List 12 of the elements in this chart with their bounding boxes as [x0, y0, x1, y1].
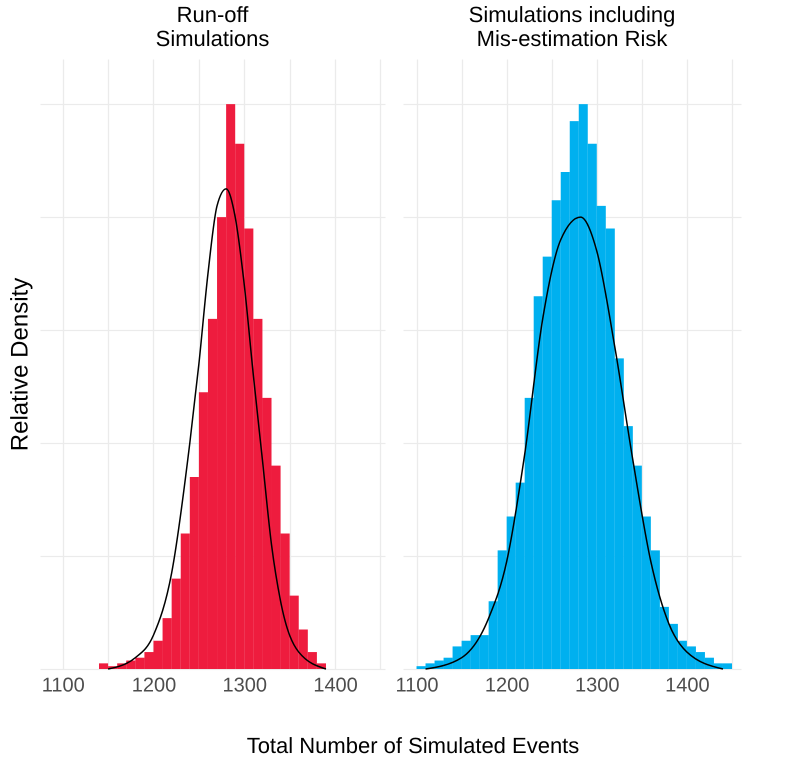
x-tick-label: 1300	[222, 674, 268, 696]
x-tick-label: 1100	[42, 674, 85, 696]
x-tick-label: 1200	[484, 674, 530, 696]
y-axis-title: Relative Density	[6, 278, 34, 452]
x-tick-label: 1400	[665, 674, 710, 696]
x-tick-label: 1200	[132, 674, 176, 696]
chart-title: Simulations including Mis-estimation Risk	[468, 2, 676, 51]
x-tick-label: 1300	[575, 674, 620, 696]
x-tick-label: 1100	[396, 674, 439, 696]
chart-title: Run-off Simulations	[156, 2, 270, 51]
x-tick-label: 1400	[313, 674, 358, 696]
x-axis-title: Total Number of Simulated Events	[246, 733, 580, 759]
